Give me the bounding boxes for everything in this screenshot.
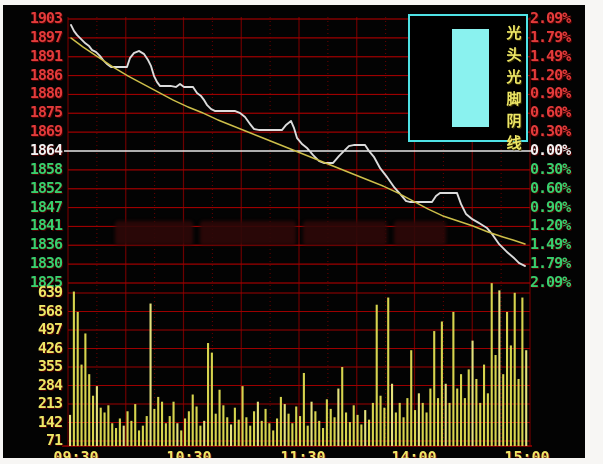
price-label: 1825: [29, 273, 63, 291]
percent-label: 0.30%: [530, 160, 571, 178]
percent-label: 0.60%: [530, 103, 571, 121]
legend-char: 脚: [506, 90, 522, 108]
price-label: 1875: [29, 103, 63, 121]
percent-label: 0.60%: [530, 179, 571, 197]
price-label: 1841: [29, 216, 63, 234]
watermark-blob: [303, 221, 387, 245]
volume-label: 639: [37, 283, 63, 301]
percent-label: 0.90%: [530, 198, 571, 216]
price-label: 1903: [29, 9, 63, 27]
percent-label: 1.20%: [530, 216, 571, 234]
volume-label: 568: [37, 302, 63, 320]
time-label: 15:00: [504, 448, 550, 458]
legend-label: 光 头 光 脚 阴 线: [504, 22, 524, 153]
watermark-smudge: [115, 218, 447, 248]
volume-label: 355: [37, 357, 63, 375]
volume-label: 142: [37, 413, 63, 431]
volume-label: 497: [37, 320, 63, 338]
watermark-blob: [115, 221, 193, 245]
percent-label: 1.49%: [530, 235, 571, 253]
legend-char: 光: [506, 68, 522, 86]
watermark-blob: [394, 221, 446, 245]
time-label: 09:30: [53, 448, 99, 458]
percent-label: 1.49%: [530, 47, 571, 65]
price-label: 1886: [29, 66, 63, 84]
price-label: 1836: [29, 235, 63, 253]
legend-char: 光: [506, 24, 522, 42]
chart-screen: 1903 1897 1891 1886 1880 1875 1869 1864 1858 1852…: [3, 5, 585, 458]
percent-label: 2.09%: [530, 9, 571, 27]
percent-label: 0.00%: [530, 141, 571, 159]
volume-label: 71: [45, 431, 63, 449]
volume-label: 426: [37, 339, 63, 357]
price-label: 1864: [29, 141, 63, 159]
legend-char: 阴: [506, 112, 522, 130]
watermark-blob: [200, 221, 296, 245]
price-label: 1830: [29, 254, 63, 272]
percent-label: 1.20%: [530, 66, 571, 84]
volume-label: 213: [37, 394, 63, 412]
time-label: 10:30: [166, 448, 212, 458]
time-label: 11:30: [280, 448, 326, 458]
percent-label: 1.79%: [530, 254, 571, 272]
price-label: 1852: [29, 179, 63, 197]
candle-pattern-legend: 光 头 光 脚 阴 线: [408, 14, 528, 152]
legend-char: 线: [506, 134, 522, 152]
percent-label: 0.90%: [530, 84, 571, 102]
percent-label: 0.30%: [530, 122, 571, 140]
volume-label: 284: [37, 376, 63, 394]
price-label: 1897: [29, 28, 63, 46]
price-label: 1858: [29, 160, 63, 178]
percent-label: 2.09%: [530, 273, 571, 291]
percent-label: 1.79%: [530, 28, 571, 46]
legend-char: 头: [506, 46, 522, 64]
price-label: 1847: [29, 198, 63, 216]
yin-candle-icon: [452, 29, 489, 127]
price-label: 1891: [29, 47, 63, 65]
time-label: 14:00: [391, 448, 437, 458]
price-label: 1869: [29, 122, 63, 140]
price-label: 1880: [29, 84, 63, 102]
